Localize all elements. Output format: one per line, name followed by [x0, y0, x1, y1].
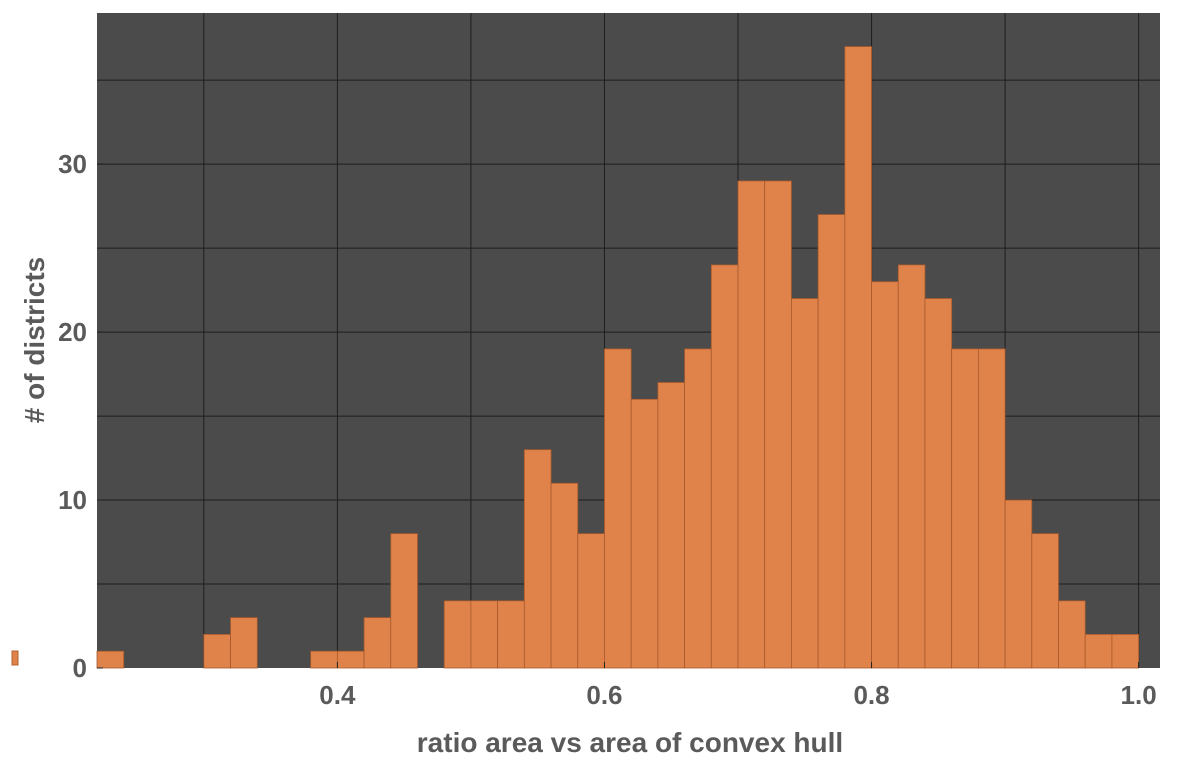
bar	[1031, 533, 1059, 669]
bar	[630, 398, 659, 669]
bars	[96, 46, 1140, 669]
bar	[1111, 634, 1140, 669]
bar	[577, 533, 605, 669]
x-axis-label: ratio area vs area of convex hull	[417, 727, 843, 758]
bar	[977, 348, 1006, 669]
bar	[897, 264, 926, 669]
bar	[336, 650, 365, 669]
bar	[1084, 634, 1113, 669]
bar	[684, 348, 712, 669]
bar	[1004, 499, 1033, 669]
bar	[764, 180, 792, 669]
bar	[497, 600, 525, 669]
x-tick-label: 0.4	[319, 680, 356, 710]
y-tick-label: 30	[58, 149, 87, 179]
bar	[1058, 600, 1086, 669]
bar	[871, 281, 899, 669]
y-tick-label: 10	[58, 485, 87, 515]
bar	[604, 348, 632, 669]
bar	[924, 298, 953, 669]
bar	[443, 600, 472, 669]
bar	[844, 46, 872, 669]
bar	[710, 264, 739, 669]
bar	[657, 382, 685, 669]
bar	[791, 298, 819, 669]
bar	[470, 600, 499, 669]
x-tick-label: 0.6	[586, 680, 622, 710]
legend-swatch	[11, 650, 19, 666]
bar	[550, 482, 579, 669]
y-axis-label: # of districts	[19, 257, 50, 423]
bar	[96, 650, 125, 669]
bar	[310, 650, 338, 669]
bar	[363, 617, 392, 669]
bar	[203, 634, 231, 669]
y-tick-label: 0	[73, 653, 87, 683]
y-tick-label: 20	[58, 317, 87, 347]
x-tick-label: 0.8	[853, 680, 889, 710]
bar	[523, 449, 552, 669]
bar	[817, 214, 846, 669]
bar	[951, 348, 979, 669]
bar	[230, 617, 258, 669]
bar	[737, 180, 766, 669]
bar	[390, 533, 418, 669]
x-tick-label: 1.0	[1121, 680, 1157, 710]
